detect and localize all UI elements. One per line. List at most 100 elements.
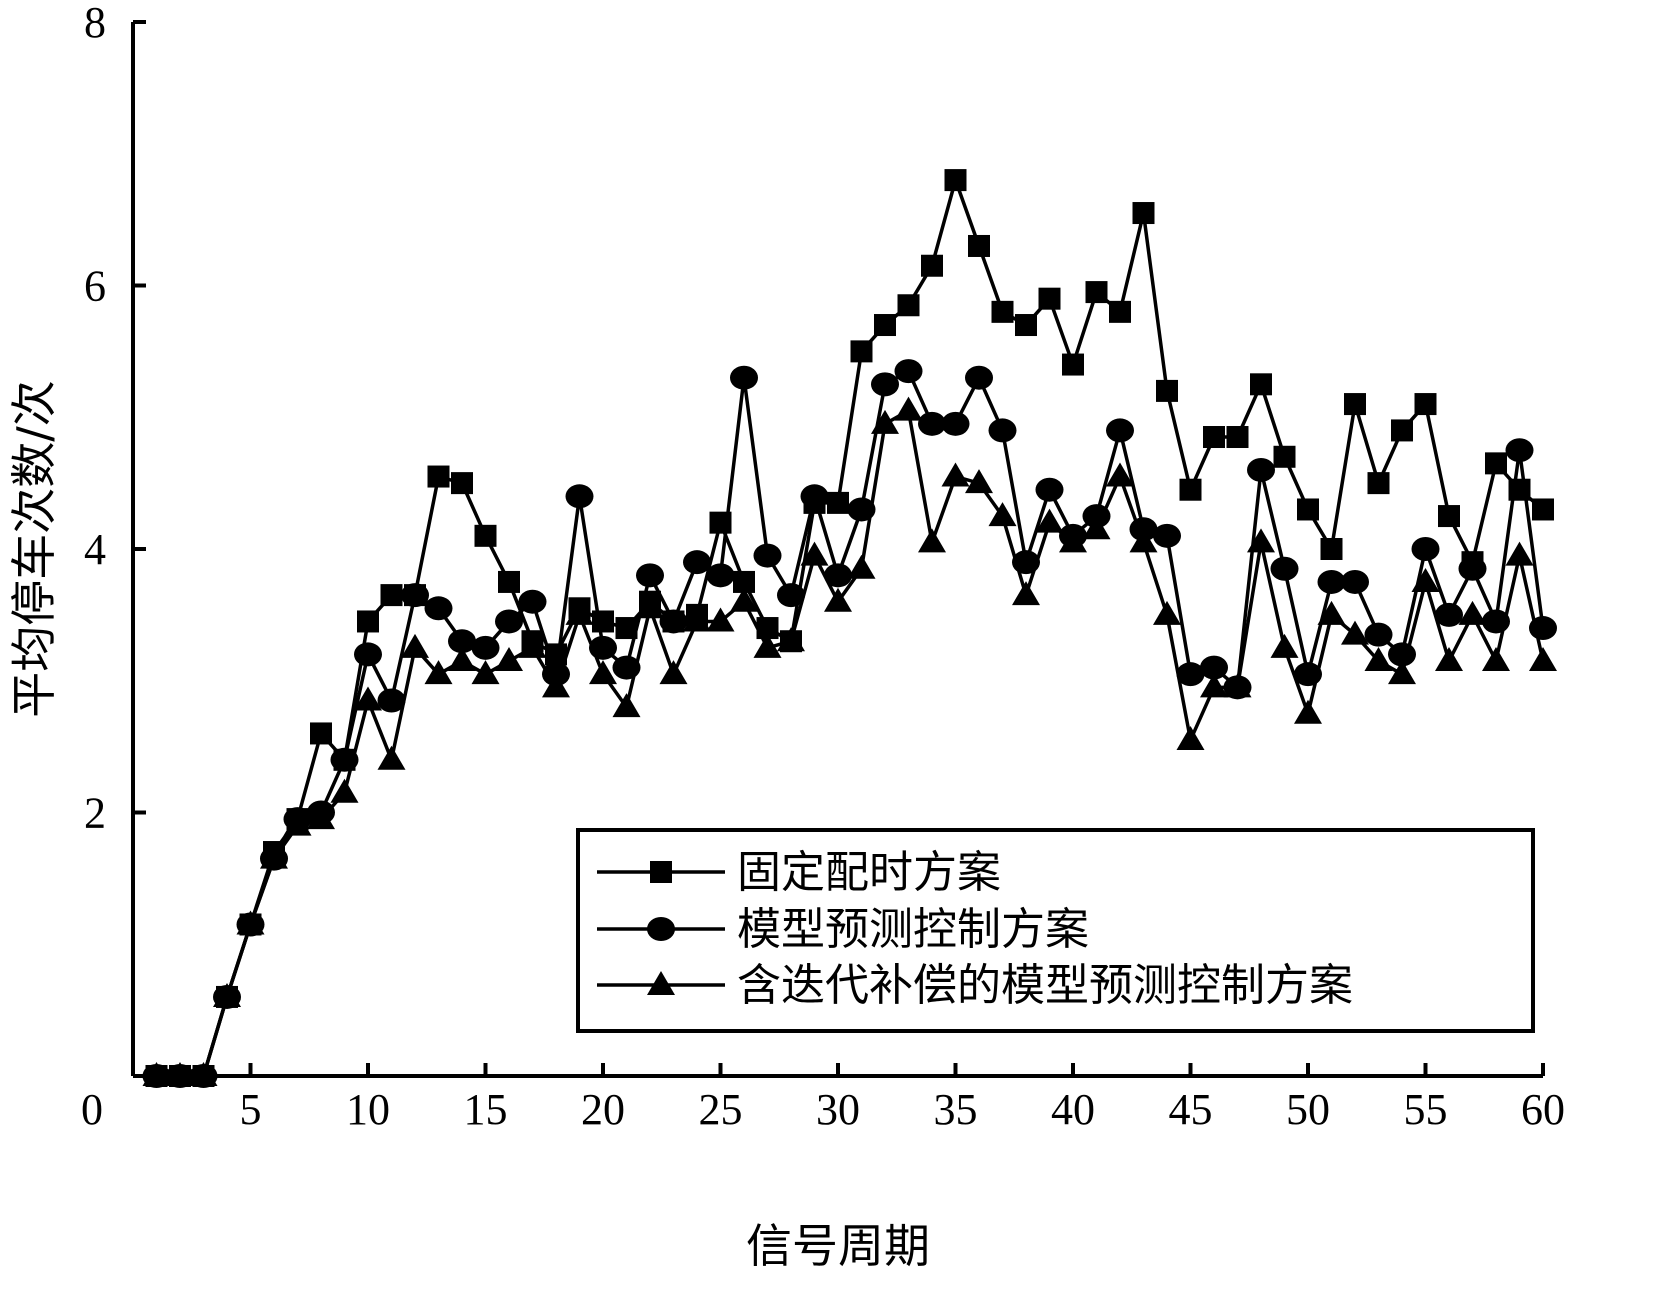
data-point-square	[1179, 478, 1202, 501]
data-point-circle	[1411, 537, 1440, 561]
y-tick-label: 4	[84, 525, 106, 574]
x-axis-title: 信号周期	[746, 1219, 930, 1273]
data-point-triangle	[894, 396, 923, 421]
data-point-triangle	[965, 469, 993, 494]
data-point-triangle	[1035, 508, 1064, 533]
data-point-square	[1320, 538, 1343, 560]
data-point-circle	[518, 589, 547, 614]
y-ticks: 2 4 6 8	[84, 0, 146, 838]
data-point-square	[1461, 551, 1484, 574]
data-point-circle	[636, 563, 664, 588]
data-point-square	[216, 985, 238, 1008]
data-point-circle	[354, 642, 382, 667]
legend-marker-triangle	[647, 971, 675, 995]
data-point-square	[709, 511, 732, 534]
data-point-square	[874, 314, 896, 337]
data-point-square	[991, 300, 1014, 323]
data-point-square	[850, 340, 873, 363]
data-point-square	[1085, 281, 1108, 304]
data-point-triangle	[471, 660, 500, 685]
legend-label: 固定配时方案	[737, 847, 1001, 898]
data-point-square	[1508, 478, 1531, 501]
data-point-square	[145, 1065, 168, 1087]
data-point-square	[310, 722, 332, 745]
data-point-circle	[1294, 662, 1322, 687]
data-point-circle	[1341, 569, 1369, 594]
data-point-triangle	[730, 587, 758, 612]
data-point-circle	[1153, 523, 1181, 548]
data-point-square	[1156, 379, 1178, 402]
data-point-triangle	[1176, 726, 1205, 751]
x-tick-label: 35	[934, 1085, 978, 1134]
data-point-square	[662, 610, 685, 633]
data-point-triangle	[448, 646, 476, 671]
data-point-square	[803, 491, 826, 514]
data-point-circle	[612, 655, 641, 680]
series-layer	[142, 169, 1557, 1088]
data-point-square	[568, 597, 591, 620]
data-point-circle	[1223, 675, 1252, 700]
data-point-circle	[941, 411, 970, 436]
data-point-square	[1015, 314, 1037, 337]
data-point-triangle	[1153, 600, 1181, 625]
data-point-circle	[824, 563, 852, 588]
data-point-triangle	[1270, 633, 1299, 658]
series-square	[145, 169, 1554, 1087]
data-point-triangle	[377, 745, 406, 770]
data-point-triangle	[1012, 581, 1040, 606]
data-point-circle	[542, 662, 570, 687]
data-point-triangle	[1106, 462, 1134, 487]
data-point-square	[1485, 452, 1507, 475]
data-point-square	[239, 913, 262, 936]
data-point-circle	[1247, 457, 1275, 482]
data-point-circle	[448, 629, 476, 654]
data-point-triangle	[1505, 541, 1534, 566]
x-ticks: 0 5 10 15 20 25 30 35 40 45 50 55 60	[81, 1063, 1565, 1134]
data-point-triangle	[1317, 600, 1346, 625]
data-point-triangle	[706, 607, 735, 632]
legend-label: 模型预测控制方案	[737, 904, 1089, 955]
data-point-square	[1132, 202, 1155, 225]
data-point-square	[756, 617, 779, 640]
legend-item-circle: 模型预测控制方案	[597, 904, 1089, 955]
data-point-square	[474, 524, 497, 547]
data-point-square	[733, 570, 755, 593]
data-point-circle	[471, 635, 500, 660]
data-point-square	[451, 472, 473, 495]
data-point-circle	[753, 543, 782, 568]
data-point-circle	[424, 596, 453, 621]
data-point-circle	[1364, 622, 1393, 647]
data-point-square	[498, 570, 520, 593]
data-point-circle	[1129, 517, 1158, 542]
data-point-triangle	[589, 660, 617, 685]
data-point-circle	[1012, 550, 1040, 575]
x-tick-label: 25	[699, 1085, 743, 1134]
data-point-square	[1038, 287, 1061, 310]
data-point-circle	[1388, 642, 1416, 667]
data-point-square	[897, 294, 920, 317]
data-point-triangle	[424, 660, 453, 685]
data-point-circle	[988, 418, 1017, 443]
x-tick-label: 0	[81, 1085, 103, 1134]
x-tick-label: 10	[346, 1085, 390, 1134]
data-point-square	[1250, 373, 1272, 396]
y-tick-label: 6	[84, 262, 106, 311]
data-point-square	[1226, 426, 1249, 449]
data-point-square	[1109, 300, 1131, 323]
data-point-circle	[1270, 556, 1299, 581]
x-tick-label: 30	[816, 1085, 860, 1134]
data-point-circle	[495, 609, 523, 634]
data-point-square	[1344, 393, 1366, 416]
data-point-square	[427, 465, 450, 488]
data-point-circle	[565, 484, 594, 509]
data-point-square	[357, 610, 379, 633]
legend-label: 含迭代补偿的模型预测控制方案	[737, 960, 1353, 1011]
data-point-square	[1367, 472, 1390, 495]
data-point-circle	[1529, 616, 1557, 641]
legend-marker-square	[650, 861, 672, 883]
data-point-square	[545, 643, 567, 666]
data-point-circle	[1035, 477, 1064, 502]
data-point-square	[404, 584, 426, 607]
